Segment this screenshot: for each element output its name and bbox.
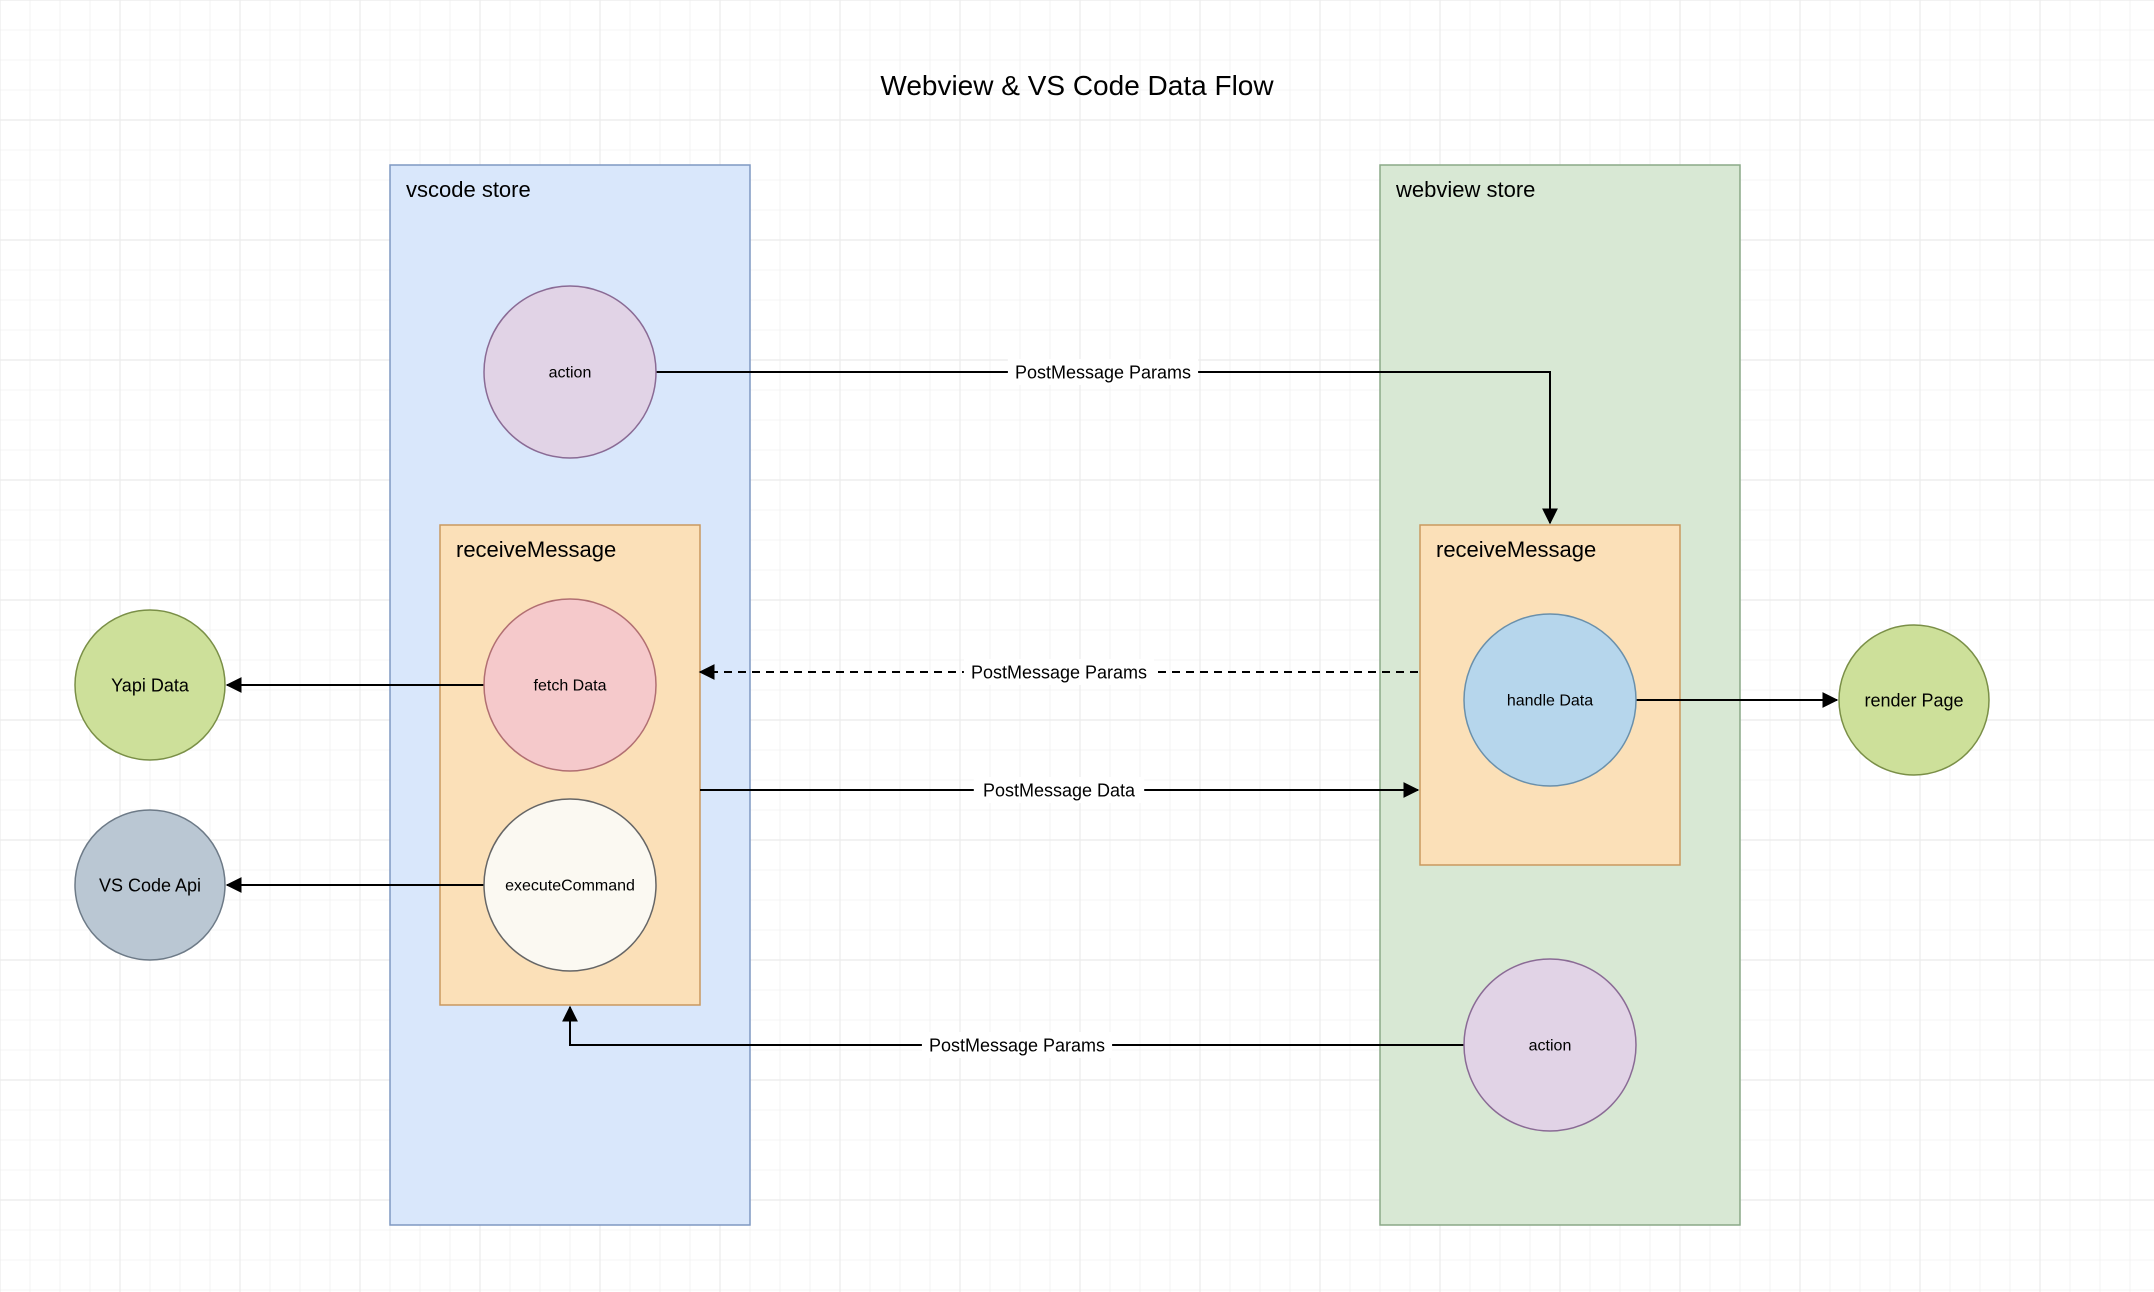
node-label-render_page: render Page [1864, 690, 1963, 710]
diagram-canvas: Webview & VS Code Data Flow vscode store w… [0, 0, 2154, 1292]
node-label-fetch_data: fetch Data [534, 678, 607, 695]
edge-label-e1: PostMessage Params [1015, 362, 1191, 382]
region-label-vscode_store: vscode store [406, 177, 531, 202]
diagram-title: Webview & VS Code Data Flow [880, 70, 1274, 101]
edge-label-e2: PostMessage Params [971, 662, 1147, 682]
node-label-action_webview: action [1529, 1038, 1572, 1055]
node-label-execute_command: executeCommand [505, 878, 635, 895]
edge-label-e3: PostMessage Data [983, 780, 1136, 800]
region-label-vscode_receive: receiveMessage [456, 537, 616, 562]
node-label-yapi_data: Yapi Data [111, 675, 190, 695]
region-label-webview_receive: receiveMessage [1436, 537, 1596, 562]
diagram-svg: Webview & VS Code Data Flow vscode store w… [0, 0, 2154, 1292]
node-label-handle_data: handle Data [1507, 693, 1593, 710]
node-label-action_vscode: action [549, 365, 592, 382]
edge-label-e4: PostMessage Params [929, 1035, 1105, 1055]
region-label-webview_store: webview store [1395, 177, 1535, 202]
node-label-vscode_api: VS Code Api [99, 875, 201, 895]
